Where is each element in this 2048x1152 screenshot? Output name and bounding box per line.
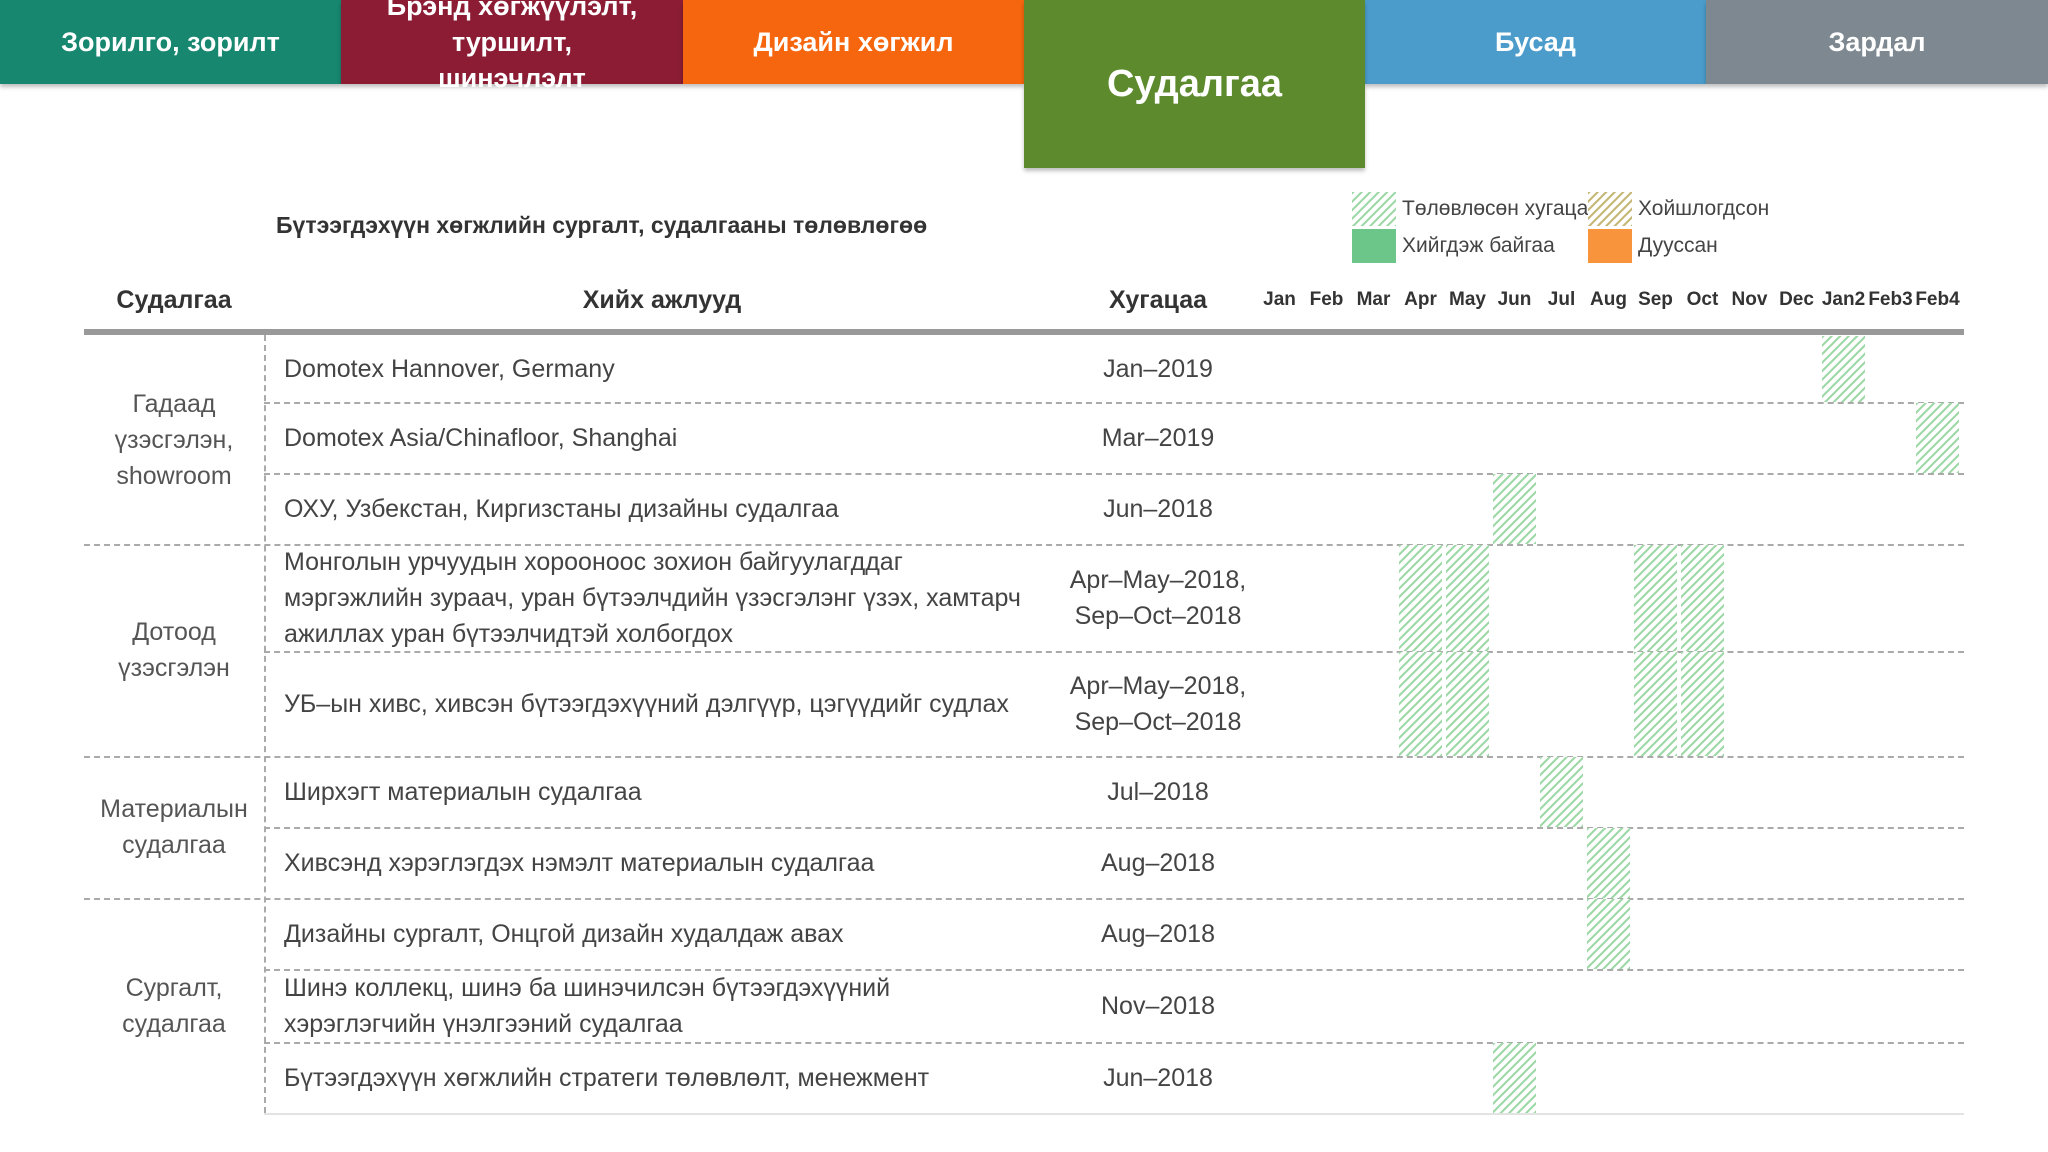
gantt-bar-planned <box>1446 545 1489 651</box>
header-category: Судалгаа <box>116 285 232 314</box>
table-row-activity: Шинэ коллекц, шинэ ба шинэчилсэн бүтээгд… <box>284 973 891 1038</box>
category-foreign-exhibition: Гадаад үзэсгэлэн, showroom <box>114 389 234 490</box>
gantt-bar-planned <box>1681 545 1724 651</box>
gantt-bar-planned <box>1540 757 1583 827</box>
gantt-bar-planned <box>1399 545 1442 651</box>
category-material-research: Материалын судалгаа <box>100 795 248 859</box>
header-period: Хугацаа <box>1108 285 1208 314</box>
month-header: Jan <box>1263 289 1296 310</box>
table-row-period: Jun–2018 <box>1103 1063 1213 1092</box>
gantt-bar-planned <box>1822 336 1865 402</box>
gantt-bar-planned <box>1446 652 1489 756</box>
month-header: Apr <box>1404 289 1437 310</box>
month-header: Feb3 <box>1868 289 1913 310</box>
gantt-bar-planned <box>1681 652 1724 756</box>
row-divider <box>264 651 1964 653</box>
legend-done: Дууссан <box>1588 228 1718 264</box>
table-row-period: Aug–2018 <box>1100 848 1215 877</box>
row-divider <box>264 969 1964 971</box>
table-row-activity: Хивсэнд хэрэглэгдэх нэмэлт материалын су… <box>284 848 875 877</box>
category-divider <box>264 335 266 1113</box>
month-header: Feb4 <box>1915 289 1960 310</box>
gantt-bar-planned <box>1493 1043 1536 1113</box>
gantt-bar-planned <box>1587 828 1630 898</box>
month-header: Jun <box>1497 289 1532 310</box>
table-bottom-line <box>264 1113 1964 1115</box>
month-header: Nov <box>1731 289 1768 310</box>
table-row-period: Jun–2018 <box>1103 494 1213 523</box>
table-row-period: Aug–2018 <box>1100 919 1215 948</box>
gantt-bar-planned <box>1634 545 1677 651</box>
group-divider <box>84 898 1964 900</box>
legend-done-label: Дууссан <box>1638 234 1718 257</box>
row-divider <box>264 402 1964 404</box>
group-divider <box>84 544 1964 546</box>
table-row-period: Jul–2018 <box>1107 777 1209 806</box>
row-divider <box>264 827 1964 829</box>
tab-cost[interactable]: Зардал <box>1706 0 2048 84</box>
tab-goals[interactable]: Зорилго, зорилт <box>0 0 341 84</box>
legend-planned-label: Төлөвлөсөн хугацаа <box>1402 197 1600 220</box>
month-header: Jan2 <box>1821 289 1866 310</box>
in-progress-swatch <box>1352 229 1396 263</box>
legend-in-progress-label: Хийгдэж байгаа <box>1402 234 1555 257</box>
month-header: Mar <box>1356 289 1391 310</box>
category-training-research: Сургалт, судалгаа <box>122 973 226 1038</box>
header-activity: Хийх ажлууд <box>582 285 742 314</box>
table-row-activity: Бүтээгдэхүүн хөгжлийн стратеги төлөвлөлт… <box>284 1063 930 1092</box>
month-header: Feb <box>1309 289 1344 310</box>
table-row-activity: Domotex Asia/Chinafloor, Shanghai <box>284 423 678 452</box>
gantt-bar-planned <box>1399 652 1442 756</box>
page-subtitle: Бүтээгдэхүүн хөгжлийн сургалт, судалгаан… <box>276 212 928 238</box>
month-header: Dec <box>1779 289 1814 310</box>
header-divider <box>84 329 1964 335</box>
gantt-bar-planned <box>1634 652 1677 756</box>
tab-other[interactable]: Бусад <box>1365 0 1706 84</box>
month-header: Jul <box>1547 289 1576 310</box>
table-row-period: Apr–May–2018, Sep–Oct–2018 <box>1069 671 1247 736</box>
table-row-activity: УБ–ын хивс, хивсэн бүтээгдэхүүний дэлгүү… <box>284 689 1009 718</box>
tab-brand-development[interactable]: Брэнд хөгжүүлэлт, туршилт, шинэчлэлт <box>341 0 683 93</box>
table-row-activity: Монголын урчуудын хорооноос зохион байгу… <box>284 547 1021 648</box>
group-divider <box>84 756 1964 758</box>
table-row-period: Jan–2019 <box>1103 354 1213 383</box>
legend-delayed-label: Хойшлогдсон <box>1638 197 1770 220</box>
table-row-activity: Дизайны сургалт, Онцгой дизайн худалдаж … <box>284 919 844 948</box>
top-tab-bar: Зорилго, зорилт Брэнд хөгжүүлэлт, туршил… <box>0 0 2048 168</box>
table-row-period: Nov–2018 <box>1101 991 1215 1020</box>
table-row-period: Apr–May–2018, Sep–Oct–2018 <box>1069 565 1247 630</box>
table-row-activity: ОХУ, Узбекстан, Киргизстаны дизайны суда… <box>284 494 839 523</box>
category-domestic-exhibition: Дотоод үзэсгэлэн <box>118 618 230 682</box>
gantt-bar-planned <box>1916 403 1959 473</box>
table-row-period: Mar–2019 <box>1101 423 1215 452</box>
planned-swatch <box>1352 192 1396 226</box>
legend-delayed: Хойшлогдсон <box>1588 191 1769 227</box>
month-header: Sep <box>1638 289 1673 310</box>
tab-research[interactable]: Судалгаа <box>1024 0 1365 168</box>
done-swatch <box>1588 229 1632 263</box>
legend-in-progress: Хийгдэж байгаа <box>1352 228 1555 264</box>
table-row-activity: Ширхэгт материалын судалгаа <box>284 777 642 806</box>
row-divider <box>264 473 1964 475</box>
row-divider <box>264 1042 1964 1044</box>
delayed-swatch <box>1588 192 1632 226</box>
gantt-bar-planned <box>1587 899 1630 969</box>
tab-design-development[interactable]: Дизайн хөгжил <box>683 0 1024 84</box>
month-header: May <box>1449 289 1486 310</box>
month-header: Aug <box>1590 289 1627 310</box>
table-row-activity: Domotex Hannover, Germany <box>284 354 615 383</box>
legend-planned: Төлөвлөсөн хугацаа <box>1352 191 1600 227</box>
gantt-bar-planned <box>1493 474 1536 544</box>
month-header: Oct <box>1686 289 1719 310</box>
